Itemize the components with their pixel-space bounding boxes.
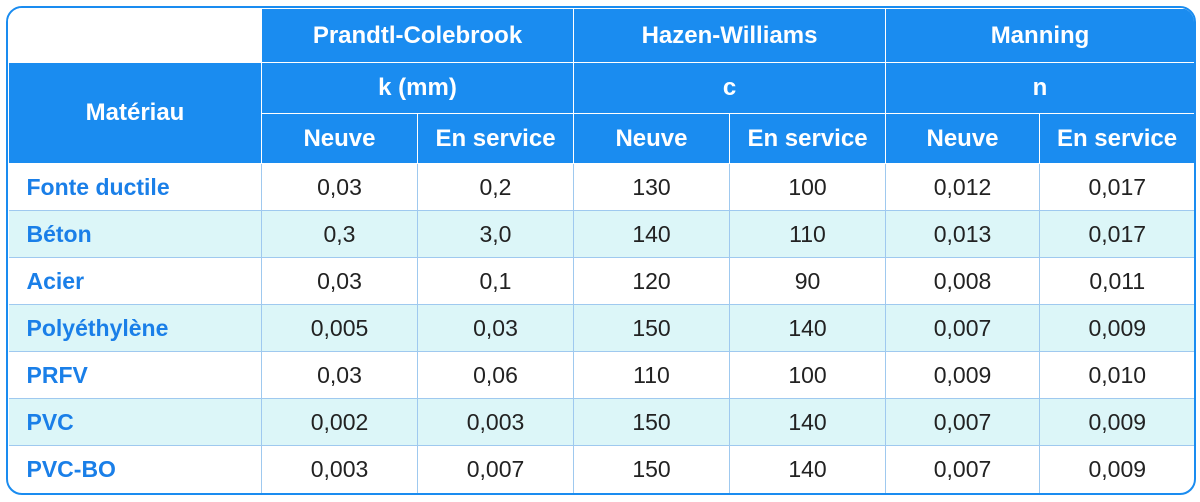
header-subcol: Neuve [261, 113, 418, 164]
header-unit-k: k (mm) [261, 62, 574, 114]
value-cell: 0,009 [1039, 398, 1194, 446]
header-subcol: En service [417, 113, 574, 164]
header-unit-n: n [885, 62, 1194, 114]
header-unit-c: c [572, 62, 887, 114]
value-cell: 0,017 [1039, 210, 1194, 258]
value-cell: 90 [728, 257, 887, 305]
value-cell: 0,007 [417, 445, 574, 493]
value-cell: 3,0 [417, 210, 574, 258]
value-cell: 0,007 [885, 398, 1041, 446]
value-cell: 0,009 [1039, 445, 1194, 493]
value-cell: 0,007 [885, 304, 1041, 352]
material-cell: Béton [8, 210, 262, 258]
value-cell: 0,010 [1039, 351, 1194, 399]
value-cell: 0,009 [1039, 304, 1194, 352]
value-cell: 0,012 [885, 163, 1041, 211]
table-body: Fonte ductile 0,03 0,2 130 100 0,012 0,0… [8, 163, 1194, 493]
material-cell: PRFV [8, 351, 262, 399]
value-cell: 0,009 [885, 351, 1041, 399]
value-cell: 150 [573, 398, 730, 446]
material-cell: Acier [8, 257, 262, 305]
value-cell: 150 [573, 304, 730, 352]
value-cell: 140 [728, 445, 887, 493]
table-row: PVC-BO 0,003 0,007 150 140 0,007 0,009 [8, 445, 1194, 493]
pipe-roughness-table: Prandtl-Colebrook Hazen-Williams Manning… [8, 8, 1194, 493]
header-corner [8, 8, 262, 63]
value-cell: 100 [728, 351, 887, 399]
header-subcol: Neuve [573, 113, 730, 164]
header-group-manning: Manning [885, 8, 1194, 63]
value-cell: 120 [573, 257, 730, 305]
header-material: Matériau [8, 62, 262, 164]
value-cell: 0,03 [261, 163, 418, 211]
value-cell: 0,03 [261, 257, 418, 305]
value-cell: 110 [573, 351, 730, 399]
table-row: Polyéthylène 0,005 0,03 150 140 0,007 0,… [8, 304, 1194, 352]
header-subcol: En service [728, 113, 887, 164]
material-cell: Fonte ductile [8, 163, 262, 211]
value-cell: 130 [573, 163, 730, 211]
value-cell: 140 [728, 304, 887, 352]
value-cell: 110 [728, 210, 887, 258]
value-cell: 0,003 [261, 445, 418, 493]
material-cell: PVC [8, 398, 262, 446]
value-cell: 0,011 [1039, 257, 1194, 305]
value-cell: 0,1 [417, 257, 574, 305]
value-cell: 0,005 [261, 304, 418, 352]
value-cell: 0,013 [885, 210, 1041, 258]
header-subcol: Neuve [885, 113, 1041, 164]
table-row: PRFV 0,03 0,06 110 100 0,009 0,010 [8, 351, 1194, 399]
value-cell: 140 [728, 398, 887, 446]
value-cell: 0,2 [417, 163, 574, 211]
table-header: Prandtl-Colebrook Hazen-Williams Manning… [8, 8, 1194, 164]
value-cell: 0,002 [261, 398, 418, 446]
value-cell: 150 [573, 445, 730, 493]
header-group-hazen-williams: Hazen-Williams [572, 8, 887, 63]
value-cell: 0,03 [417, 304, 574, 352]
value-cell: 0,3 [261, 210, 418, 258]
table-row: Béton 0,3 3,0 140 110 0,013 0,017 [8, 210, 1194, 258]
header-subcol: En service [1039, 113, 1194, 164]
material-cell: PVC-BO [8, 445, 262, 493]
table-row: Acier 0,03 0,1 120 90 0,008 0,011 [8, 257, 1194, 305]
pipe-roughness-table-frame: Prandtl-Colebrook Hazen-Williams Manning… [6, 6, 1196, 495]
value-cell: 100 [728, 163, 887, 211]
table-row: Fonte ductile 0,03 0,2 130 100 0,012 0,0… [8, 163, 1194, 211]
table-row: PVC 0,002 0,003 150 140 0,007 0,009 [8, 398, 1194, 446]
material-cell: Polyéthylène [8, 304, 262, 352]
value-cell: 0,007 [885, 445, 1041, 493]
value-cell: 0,003 [417, 398, 574, 446]
value-cell: 0,06 [417, 351, 574, 399]
value-cell: 0,008 [885, 257, 1041, 305]
value-cell: 0,017 [1039, 163, 1194, 211]
value-cell: 140 [573, 210, 730, 258]
header-group-prandtl-colebrook: Prandtl-Colebrook [261, 8, 574, 63]
value-cell: 0,03 [261, 351, 418, 399]
